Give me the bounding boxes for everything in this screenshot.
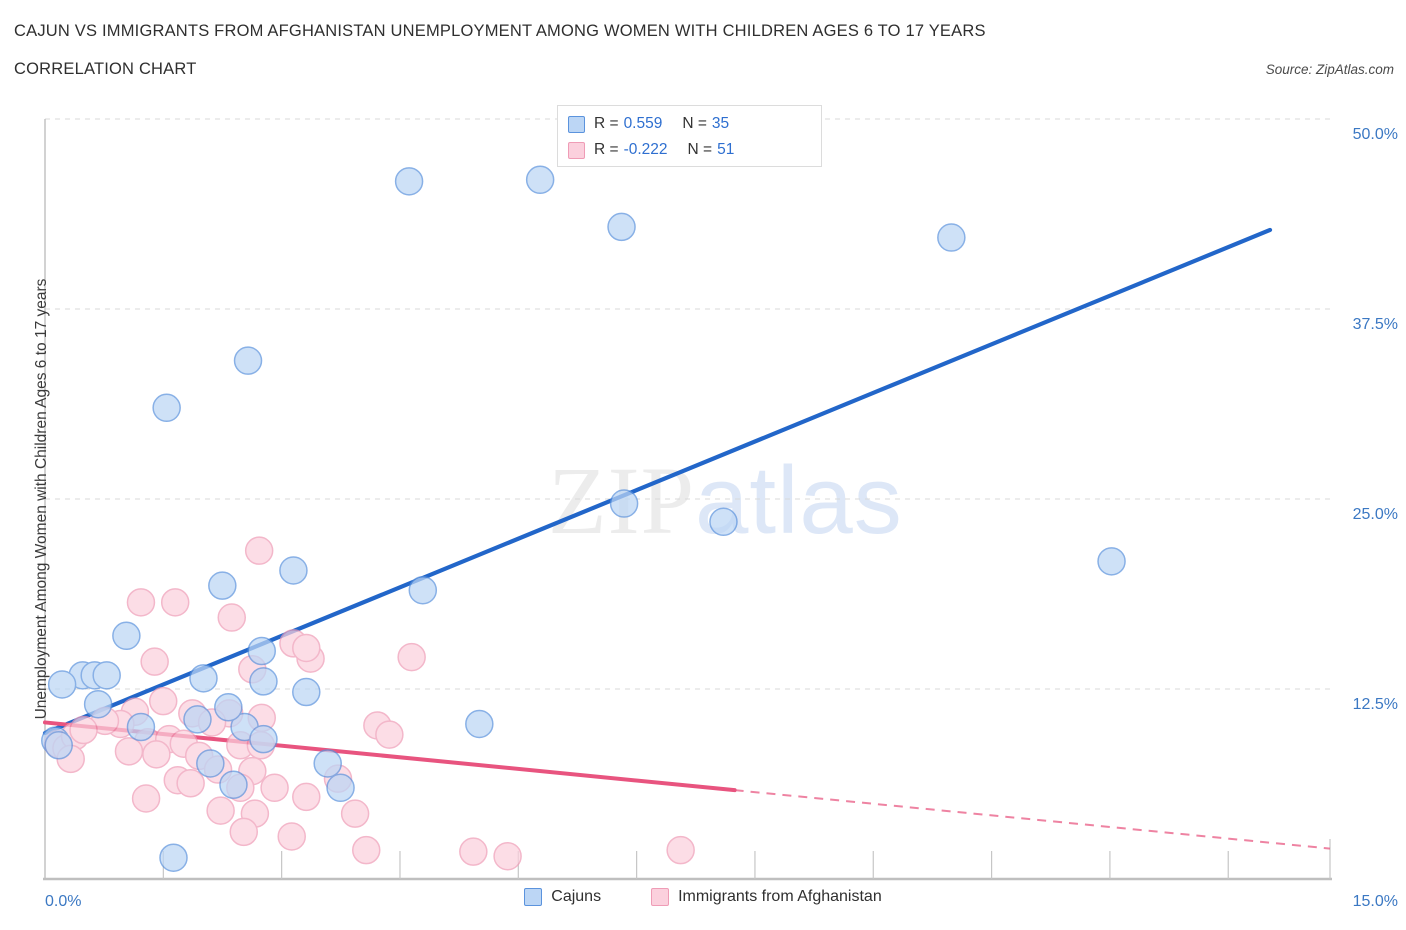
y-axis-title: Unemployment Among Women with Children A…: [33, 278, 50, 720]
data-point[interactable]: [148, 686, 178, 716]
page-title: CAJUN VS IMMIGRANTS FROM AFGHANISTAN UNE…: [14, 22, 986, 40]
data-point[interactable]: [126, 712, 156, 742]
data-point[interactable]: [152, 393, 181, 423]
data-point[interactable]: [666, 835, 695, 865]
data-point[interactable]: [44, 730, 73, 760]
data-point[interactable]: [292, 633, 321, 663]
data-point[interactable]: [459, 837, 488, 866]
y-axis-tick-label: 12.5%: [1352, 696, 1398, 713]
data-point[interactable]: [244, 536, 274, 565]
y-axis-tick-label: 37.5%: [1352, 316, 1398, 333]
data-point[interactable]: [609, 489, 639, 518]
x-axis-tick-label-min: 0.0%: [45, 893, 82, 910]
legend-afghanistan-swatch-icon: [651, 888, 670, 906]
data-point[interactable]: [408, 575, 438, 605]
cajuns-n-value: 35: [711, 115, 730, 132]
data-point[interactable]: [126, 588, 156, 617]
source-label: Source: ZipAtlas.com: [1265, 62, 1394, 77]
stat-row-cajuns: R = 0.559 N = 35: [568, 111, 811, 137]
data-point[interactable]: [313, 749, 342, 778]
trendline-afghanistan-dashed: [734, 789, 1331, 850]
data-point[interactable]: [375, 720, 404, 749]
legend-afghanistan-label: Immigrants from Afghanistan: [678, 888, 882, 905]
data-point[interactable]: [352, 835, 381, 865]
data-point[interactable]: [206, 796, 235, 825]
data-point[interactable]: [1097, 547, 1126, 576]
data-point[interactable]: [131, 784, 161, 813]
data-point[interactable]: [279, 556, 308, 585]
data-point[interactable]: [219, 770, 248, 800]
data-point[interactable]: [183, 705, 212, 734]
data-point[interactable]: [292, 782, 321, 812]
legend-cajuns-swatch-icon: [524, 888, 543, 906]
data-point[interactable]: [217, 603, 247, 632]
data-point[interactable]: [465, 709, 494, 739]
cajuns-n-label: N =: [682, 115, 707, 132]
cajuns-swatch-icon: [568, 115, 585, 133]
data-point[interactable]: [292, 677, 321, 707]
page-subtitle: CORRELATION CHART: [14, 60, 197, 78]
afghanistan-n-value: 51: [717, 141, 735, 158]
data-point[interactable]: [340, 799, 370, 828]
data-point[interactable]: [92, 661, 121, 690]
afghanistan-r-label: R =: [594, 141, 619, 158]
data-point[interactable]: [229, 817, 258, 847]
data-point[interactable]: [142, 740, 171, 769]
y-axis-tick-label: 50.0%: [1352, 126, 1398, 143]
data-point[interactable]: [249, 667, 278, 696]
data-point[interactable]: [937, 223, 966, 252]
data-point[interactable]: [176, 768, 205, 798]
data-point[interactable]: [709, 507, 738, 537]
afghanistan-r-value: -0.222: [623, 141, 668, 158]
data-point[interactable]: [160, 588, 190, 617]
data-point[interactable]: [247, 636, 276, 666]
data-point[interactable]: [249, 724, 278, 754]
data-point[interactable]: [112, 621, 141, 651]
data-point[interactable]: [69, 715, 98, 745]
data-point[interactable]: [260, 773, 289, 803]
data-point[interactable]: [47, 670, 77, 699]
data-point[interactable]: [233, 346, 263, 375]
points-afghanistan: [43, 536, 695, 871]
cajuns-r-value: 0.559: [623, 115, 663, 132]
legend-item-afghanistan[interactable]: Immigrants from Afghanistan: [651, 888, 882, 906]
afghanistan-swatch-icon: [568, 141, 585, 159]
data-point[interactable]: [196, 749, 225, 778]
x-axis-tick-label-max: 15.0%: [1352, 893, 1398, 910]
data-point[interactable]: [397, 642, 426, 672]
correlation-stats-box: R = 0.559 N = 35 R = -0.222 N = 51: [557, 105, 822, 167]
data-point[interactable]: [326, 773, 355, 803]
data-point[interactable]: [114, 737, 144, 766]
data-point[interactable]: [208, 571, 237, 600]
data-point[interactable]: [493, 841, 522, 871]
data-point[interactable]: [214, 692, 243, 722]
data-point[interactable]: [189, 664, 218, 693]
stat-row-afghanistan: R = -0.222 N = 51: [568, 137, 811, 163]
data-point[interactable]: [159, 843, 188, 872]
legend-cajuns-label: Cajuns: [551, 888, 602, 905]
data-point[interactable]: [394, 167, 424, 196]
y-axis-tick-label: 25.0%: [1352, 506, 1398, 523]
afghanistan-n-label: N =: [687, 141, 713, 158]
trendline-cajuns: [42, 227, 1273, 736]
series-legend: Cajuns Immigrants from Afghanistan: [0, 888, 1406, 906]
data-point[interactable]: [607, 212, 636, 242]
data-point[interactable]: [83, 689, 113, 719]
data-point[interactable]: [277, 822, 306, 851]
legend-item-cajuns[interactable]: Cajuns: [524, 888, 601, 906]
cajuns-r-label: R =: [594, 115, 619, 132]
data-point[interactable]: [525, 165, 555, 195]
data-point[interactable]: [140, 647, 169, 676]
points-cajuns: [41, 165, 1126, 872]
